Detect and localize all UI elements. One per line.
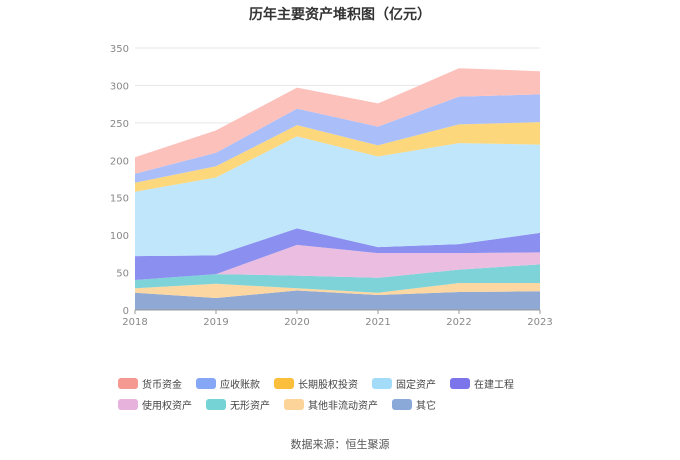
legend-swatch bbox=[206, 399, 226, 410]
y-tick-label: 350 bbox=[110, 44, 129, 55]
legend-label: 应收账款 bbox=[220, 380, 260, 391]
y-tick-label: 300 bbox=[110, 81, 129, 92]
legend-swatch bbox=[450, 378, 470, 389]
area-series-group bbox=[135, 68, 540, 310]
legend-label: 其他非流动资产 bbox=[308, 401, 378, 412]
legend-item[interactable]: 其它 bbox=[392, 397, 436, 412]
legend-swatch bbox=[274, 378, 294, 389]
legend: 货币资金 应收账款 长期股权投资 固定资产 在建工程使用权资产 无形资产 其他非流动资产 其它 bbox=[118, 376, 588, 412]
legend-label: 固定资产 bbox=[396, 380, 436, 391]
y-tick-label: 100 bbox=[110, 231, 129, 242]
area-series-8 bbox=[135, 68, 540, 174]
legend-swatch bbox=[392, 399, 412, 410]
legend-label: 其它 bbox=[416, 401, 436, 412]
y-tick-label: 250 bbox=[110, 119, 129, 130]
x-tick-label: 2022 bbox=[446, 317, 471, 328]
legend-item[interactable]: 其他非流动资产 bbox=[284, 397, 378, 412]
legend-swatch bbox=[284, 399, 304, 410]
legend-item[interactable]: 固定资产 bbox=[372, 376, 436, 391]
legend-item[interactable]: 无形资产 bbox=[206, 397, 270, 412]
area-series-4 bbox=[135, 228, 540, 281]
x-tick-label: 2018 bbox=[122, 317, 147, 328]
legend-swatch bbox=[118, 378, 138, 389]
x-tick-label: 2020 bbox=[284, 317, 309, 328]
y-tick-label: 200 bbox=[110, 156, 129, 167]
y-tick-label: 150 bbox=[110, 194, 129, 205]
legend-label: 长期股权投资 bbox=[298, 380, 358, 391]
y-tick-label: 0 bbox=[123, 306, 129, 317]
legend-label: 无形资产 bbox=[230, 401, 270, 412]
area-series-7 bbox=[135, 94, 540, 183]
area-series-2 bbox=[135, 264, 540, 293]
chart-title: 历年主要资产堆积图（亿元） bbox=[249, 7, 431, 23]
area-series-3 bbox=[135, 244, 540, 281]
legend-label: 货币资金 bbox=[142, 380, 182, 391]
legend-swatch bbox=[118, 399, 138, 410]
y-tick-label: 50 bbox=[116, 269, 129, 280]
axes: 0 50 100 150 200 250 300 350 2018 2019 2020 2021 202… bbox=[110, 44, 553, 328]
legend-item[interactable]: 使用权资产 bbox=[118, 397, 192, 412]
x-tick-label: 2023 bbox=[527, 317, 552, 328]
legend-item[interactable]: 货币资金 bbox=[118, 376, 182, 391]
data-source: 数据来源：恒生聚源 bbox=[290, 438, 390, 451]
x-tick-label: 2019 bbox=[203, 317, 228, 328]
area-series-0 bbox=[135, 290, 540, 310]
area-series-1 bbox=[135, 283, 540, 299]
legend-swatch bbox=[372, 378, 392, 389]
legend-item[interactable]: 长期股权投资 bbox=[274, 376, 358, 391]
area-series-5 bbox=[135, 136, 540, 257]
area-series-6 bbox=[135, 122, 540, 192]
x-tick-label: 2021 bbox=[365, 317, 390, 328]
stacked-area-chart: 0 50 100 150 200 250 300 350 2018 2019 2020 2021 202… bbox=[110, 44, 553, 328]
legend-swatch bbox=[196, 378, 216, 389]
legend-label: 在建工程 bbox=[474, 380, 514, 391]
legend-label: 使用权资产 bbox=[142, 401, 192, 412]
legend-item[interactable]: 应收账款 bbox=[196, 376, 260, 391]
legend-item[interactable]: 在建工程 bbox=[450, 376, 514, 391]
